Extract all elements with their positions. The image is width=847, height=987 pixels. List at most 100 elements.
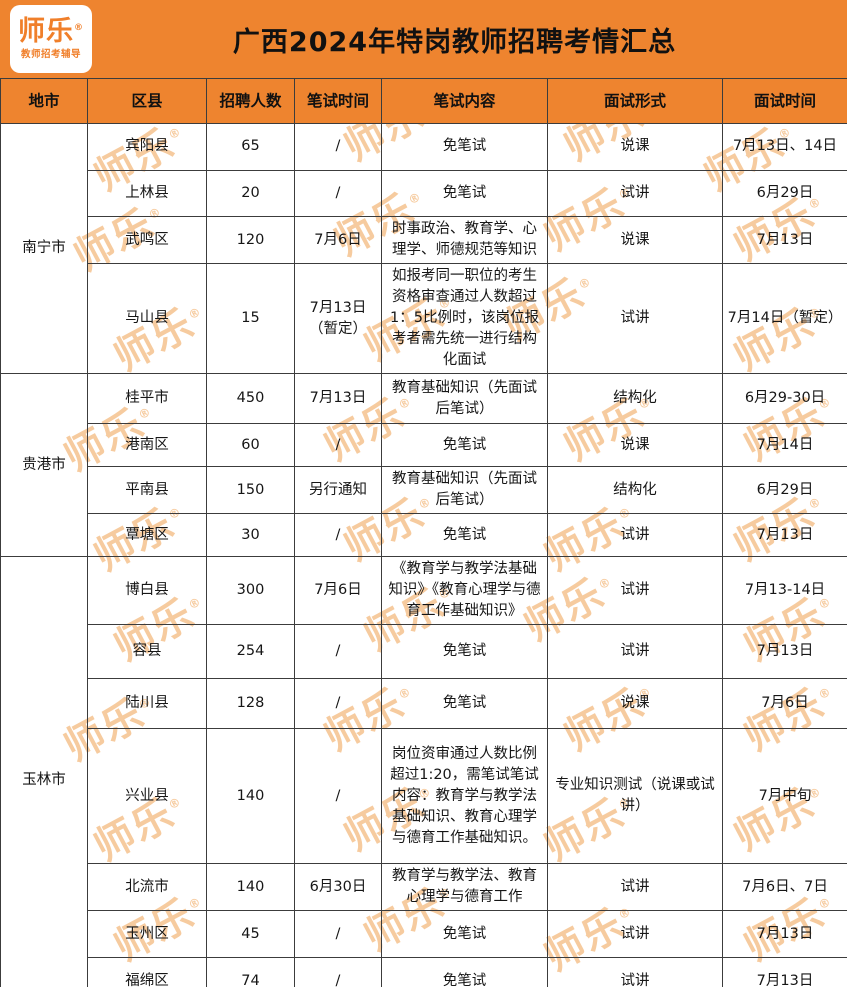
- cell-count: 254: [206, 624, 295, 680]
- cell-written-time: 7月13日（暂定）: [294, 263, 382, 375]
- cell-interview-form: 试讲: [547, 556, 723, 626]
- column-header-county: 区县: [87, 78, 207, 124]
- cell-count: 120: [206, 215, 295, 265]
- cell-interview-time: 7月14日（暂定）: [722, 263, 847, 375]
- cell-county: 福绵区: [87, 957, 207, 987]
- table-row: 玉州区 45/免笔试 试讲 7月13日: [1, 910, 847, 959]
- table-row: 陆川县 128/免笔试 说课 7月6日: [1, 678, 847, 730]
- cell-written-content: 教育基础知识（先面试后笔试）: [381, 373, 548, 425]
- cell-count: 20: [206, 170, 295, 217]
- table-row: 平南县 150 另行通知 教育基础知识（先面试后笔试） 结构化 6月29日: [1, 466, 847, 515]
- cell-county: 兴业县: [87, 728, 207, 865]
- cell-written-time: /: [294, 678, 382, 730]
- cell-interview-form: 说课: [547, 123, 723, 171]
- page-title: 广西2024年特岗教师招聘考情汇总: [232, 26, 677, 58]
- logo-tagline: 教师招考辅导: [20, 49, 81, 61]
- cell-written-time: /: [294, 910, 382, 959]
- title-container: 广西2024年特岗教师招聘考情汇总: [92, 20, 847, 59]
- cell-county: 马山县: [87, 263, 207, 375]
- cell-interview-form: 结构化: [547, 373, 723, 425]
- cell-interview-time: 7月13日: [722, 215, 847, 265]
- cell-county: 桂平市: [87, 373, 207, 425]
- cell-written-time: 另行通知: [294, 466, 382, 515]
- table-row: 南宁市 宾阳县 65/免笔试 说课 7月13日、14日: [0, 122, 847, 375]
- cell-interview-time: 7月13日、14日: [722, 123, 847, 171]
- cell-county: 博白县: [87, 556, 207, 626]
- cell-written-time: /: [294, 123, 382, 171]
- cell-written-content: 免笔试: [381, 423, 548, 468]
- cell-written-content: 《教育学与教学法基础知识》《教育心理学与德育工作基础知识》: [381, 556, 548, 626]
- cell-city: 玉林市: [0, 556, 88, 987]
- cell-written-content: 岗位资审通过人数比例超过1:20，需笔试笔试内容：教育学与教学法基础知识、教育心…: [381, 728, 548, 865]
- brand-logo: 师乐® 教师招考辅导: [10, 5, 92, 73]
- cell-interview-time: 7月13日: [722, 513, 847, 558]
- table-row: 北流市 140 6月30日 教育学与教学法、教育心理学与德育工作 试讲 7月6日、7日: [1, 863, 847, 912]
- cell-interview-time: 6月29日: [722, 170, 847, 217]
- cell-count: 140: [206, 728, 295, 865]
- column-header-written-content: 笔试内容: [381, 78, 548, 124]
- cell-written-time: /: [294, 957, 382, 987]
- column-header-written-time: 笔试时间: [294, 78, 382, 124]
- cell-interview-time: 7月中旬: [722, 728, 847, 865]
- cell-written-content: 免笔试: [381, 513, 548, 558]
- cell-written-time: 7月6日: [294, 215, 382, 265]
- cell-count: 15: [206, 263, 295, 375]
- cell-written-time: 7月6日: [294, 556, 382, 626]
- table-header: 地市 区县 招聘人数 笔试时间 笔试内容 面试形式 面试时间: [0, 78, 847, 124]
- cell-county: 玉州区: [87, 910, 207, 959]
- cell-written-content: 如报考同一职位的考生资格审查通过人数超过1：5比例时，该岗位报考者需先统一进行结…: [381, 263, 548, 375]
- cell-count: 300: [206, 556, 295, 626]
- cell-county: 覃塘区: [87, 513, 207, 558]
- cell-interview-time: 6月29日: [722, 466, 847, 515]
- cell-count: 140: [206, 863, 295, 912]
- table-row: 贵港市 桂平市 450 7月13日 教育基础知识（先面试后笔试） 结构化 6月29-30日: [0, 373, 847, 558]
- logo-main-text: 师乐: [18, 16, 74, 48]
- table-row: 玉林市 博白县 300 7月6日 《教育学与教学法基础知识》《教育心理学与德育工作基础知…: [0, 556, 847, 987]
- cell-county: 北流市: [87, 863, 207, 912]
- cell-interview-time: 6月29-30日: [722, 373, 847, 425]
- cell-interview-time: 7月6日、7日: [722, 863, 847, 912]
- cell-county: 陆川县: [87, 678, 207, 730]
- cell-written-content: 免笔试: [381, 123, 548, 171]
- cell-interview-time: 7月14日: [722, 423, 847, 468]
- table-row: 福绵区 74/免笔试 试讲 7月13日: [1, 957, 847, 987]
- cell-city: 南宁市: [0, 122, 88, 375]
- cell-written-content: 免笔试: [381, 957, 548, 987]
- cell-county: 平南县: [87, 466, 207, 515]
- cell-written-time: /: [294, 423, 382, 468]
- cell-interview-form: 说课: [547, 678, 723, 730]
- table-body: 南宁市 宾阳县 65/免笔试 说课 7月13日、14日 上林县 20/免笔试 试讲 6月29日武…: [0, 122, 847, 987]
- cell-county: 武鸣区: [87, 215, 207, 265]
- cell-count: 60: [206, 423, 295, 468]
- cell-interview-form: 试讲: [547, 863, 723, 912]
- header-banner: 师乐® 教师招考辅导 广西2024年特岗教师招聘考情汇总: [0, 0, 847, 78]
- cell-written-content: 时事政治、教育学、心理学、师德规范等知识: [381, 215, 548, 265]
- cell-interview-form: 试讲: [547, 957, 723, 987]
- cell-written-content: 免笔试: [381, 910, 548, 959]
- table-row: 武鸣区 120 7月6日 时事政治、教育学、心理学、师德规范等知识 说课 7月13日: [1, 215, 847, 265]
- cell-interview-time: 7月13日: [722, 624, 847, 680]
- cell-written-content: 免笔试: [381, 170, 548, 217]
- cell-interview-form: 试讲: [547, 910, 723, 959]
- cell-county: 宾阳县: [87, 123, 207, 171]
- table-row: 覃塘区 30/免笔试 试讲 7月13日: [1, 513, 847, 558]
- cell-written-time: /: [294, 624, 382, 680]
- cell-count: 128: [206, 678, 295, 730]
- cell-interview-form: 试讲: [547, 624, 723, 680]
- cell-interview-form: 结构化: [547, 466, 723, 515]
- cell-count: 150: [206, 466, 295, 515]
- table-row: 马山县 15 7月13日（暂定） 如报考同一职位的考生资格审查通过人数超过1：5比例时…: [1, 263, 847, 375]
- table-row: 容县 254/免笔试 试讲 7月13日: [1, 624, 847, 680]
- cell-interview-time: 7月13-14日: [722, 556, 847, 626]
- cell-county: 上林县: [87, 170, 207, 217]
- cell-count: 74: [206, 957, 295, 987]
- cell-city: 贵港市: [0, 373, 88, 558]
- cell-county: 容县: [87, 624, 207, 680]
- cell-count: 65: [206, 123, 295, 171]
- column-header-count: 招聘人数: [206, 78, 295, 124]
- registered-mark-icon: ®: [74, 23, 84, 34]
- recruitment-table: 地市 区县 招聘人数 笔试时间 笔试内容 面试形式 面试时间 南宁市 宾阳县 65/…: [0, 78, 847, 987]
- cell-written-content: 免笔试: [381, 624, 548, 680]
- cell-written-time: /: [294, 728, 382, 865]
